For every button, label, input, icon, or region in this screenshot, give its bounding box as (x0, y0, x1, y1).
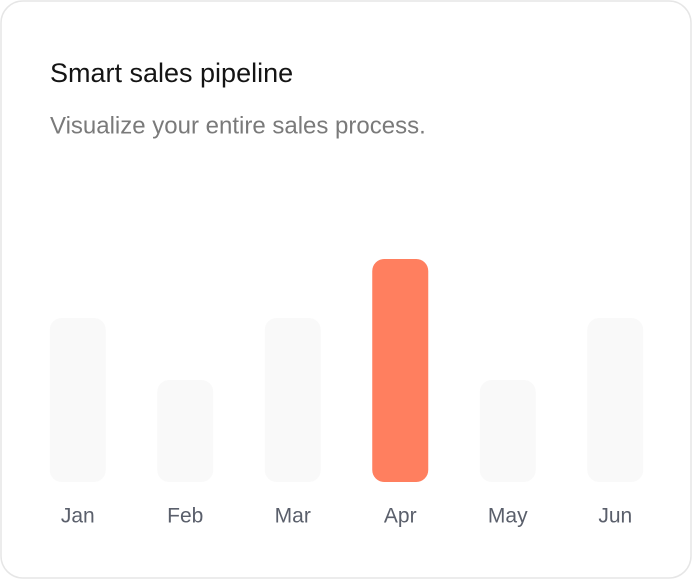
x-tick-label: May (488, 505, 528, 528)
bar (479, 380, 536, 482)
card-subtitle: Visualize your entire sales process. (50, 112, 426, 139)
card-title: Smart sales pipeline (50, 58, 293, 88)
x-tick-label: Jun (598, 505, 632, 528)
x-tick-label: Feb (167, 505, 203, 528)
x-tick-label: Apr (384, 505, 417, 528)
bar (264, 318, 321, 482)
bar (587, 318, 644, 482)
x-tick-label: Mar (275, 505, 311, 528)
bar (157, 380, 214, 482)
bar (372, 259, 429, 482)
bar (49, 318, 106, 482)
x-tick-label: Jan (61, 505, 95, 528)
